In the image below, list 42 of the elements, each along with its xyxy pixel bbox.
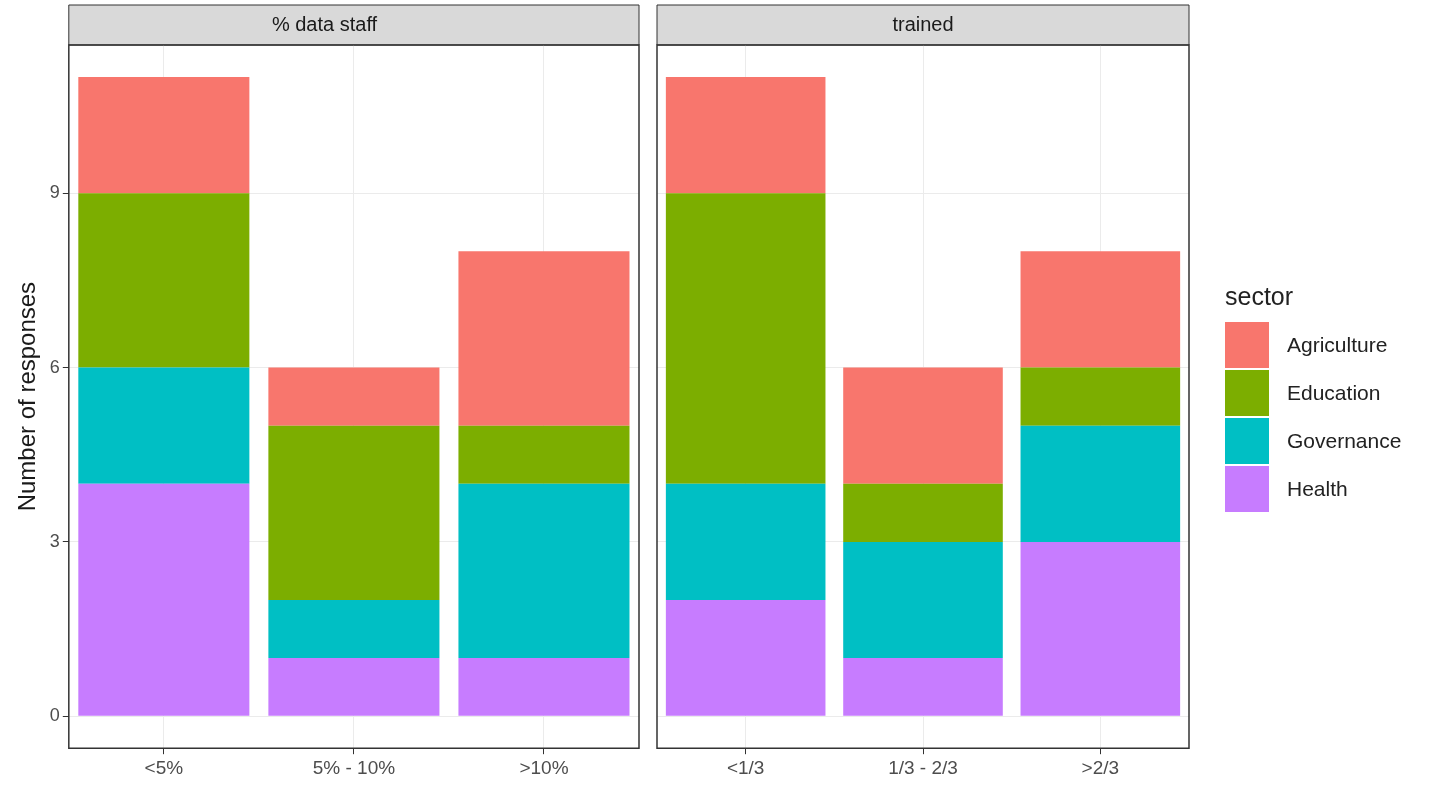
y-tick-label: 9 [49,182,60,203]
bar [1020,541,1181,716]
bar [843,541,1003,659]
x-tick-label: <5% [144,756,184,778]
bar [78,483,250,716]
bar [1020,251,1181,368]
y-axis-title: Number of responses [13,281,41,512]
bar [458,251,630,426]
chart-title: trained [892,12,954,35]
legend-label: Agriculture [1287,333,1388,357]
bar [458,658,630,716]
legend-title: sector [1225,282,1295,311]
bar [268,658,440,716]
bar [665,76,826,194]
bar [268,425,440,601]
chart-title: % data staff [271,12,378,35]
x-tick-label: 1/3 - 2/3 [888,756,958,778]
x-tick-label: >10% [519,756,569,778]
bar [843,658,1003,716]
bar [665,483,826,601]
legend-label: Education [1287,381,1381,405]
bar [665,193,826,484]
y-tick-label: 6 [49,356,60,377]
x-tick-label: 5% - 10% [312,756,396,778]
bar [78,193,250,368]
bar [78,367,250,484]
bar [1020,367,1181,426]
x-tick-label: >2/3 [1081,756,1120,778]
bar [268,367,440,426]
bar [843,367,1003,484]
bar [843,483,1003,542]
legend-label: Health [1287,477,1348,501]
bar [665,600,826,716]
bar [458,425,630,484]
bar [268,600,440,659]
y-tick-label: 3 [49,530,60,551]
x-tick-label: <1/3 [726,756,765,778]
bar [1020,425,1181,542]
y-tick-label: 0 [49,705,60,726]
bar [78,76,250,194]
legend-label: Governance [1287,429,1402,453]
bar [458,483,630,659]
